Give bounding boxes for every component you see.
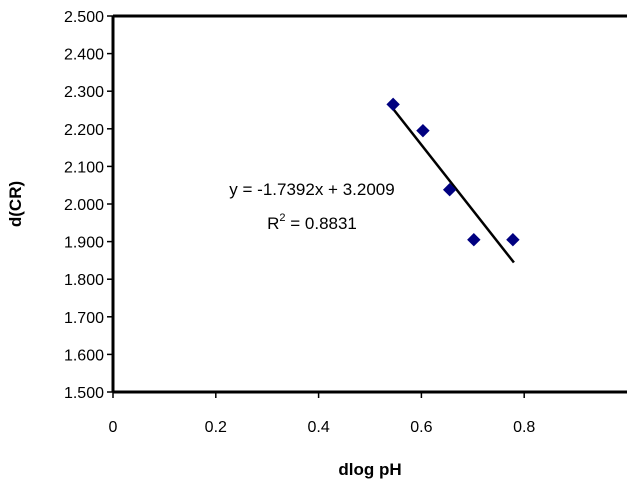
y-tick-label: 2.000 [64, 197, 104, 214]
y-tick-label: 2.500 [64, 9, 104, 26]
r-squared-value: = 0.8831 [286, 214, 357, 233]
r-squared-label: R2 = 0.8831 [267, 212, 357, 233]
plot-area [111, 14, 627, 394]
x-axis-title: dlog pH [338, 460, 401, 479]
x-tick-label: 0.2 [205, 419, 227, 436]
data-points [386, 97, 520, 247]
r-squared-superscript: 2 [279, 212, 285, 224]
x-axis-ticks: 0 0.2 0.4 0.6 0.8 [109, 392, 535, 436]
y-tick-label: 1.800 [64, 272, 104, 289]
x-tick-label: 0 [109, 419, 118, 436]
x-tick-label: 0.6 [410, 419, 432, 436]
data-point [467, 233, 481, 247]
y-tick-label: 2.200 [64, 122, 104, 139]
data-point [442, 183, 457, 197]
trendline [389, 104, 515, 264]
trendline-equation: y = -1.7392x + 3.2009 [229, 180, 394, 199]
y-tick-label: 2.100 [64, 159, 104, 176]
y-axis-ticks: 1.500 1.600 1.700 1.800 1.900 2.000 2.100 2.200… [64, 9, 113, 402]
y-tick-label: 1.500 [64, 385, 104, 402]
y-tick-label: 1.900 [64, 235, 104, 252]
y-axis-title: d(CR) [6, 181, 25, 227]
x-tick-label: 0.8 [513, 419, 535, 436]
y-tick-label: 2.300 [64, 84, 104, 101]
data-point [386, 97, 400, 112]
y-tick-label: 1.600 [64, 347, 104, 364]
r-squared-prefix: R [267, 214, 279, 233]
x-tick-label: 0.4 [307, 419, 329, 436]
data-point [506, 233, 520, 247]
y-tick-label: 1.700 [64, 310, 104, 327]
data-point [416, 123, 430, 138]
y-tick-label: 2.400 [64, 47, 104, 64]
trendline-group [389, 104, 515, 264]
